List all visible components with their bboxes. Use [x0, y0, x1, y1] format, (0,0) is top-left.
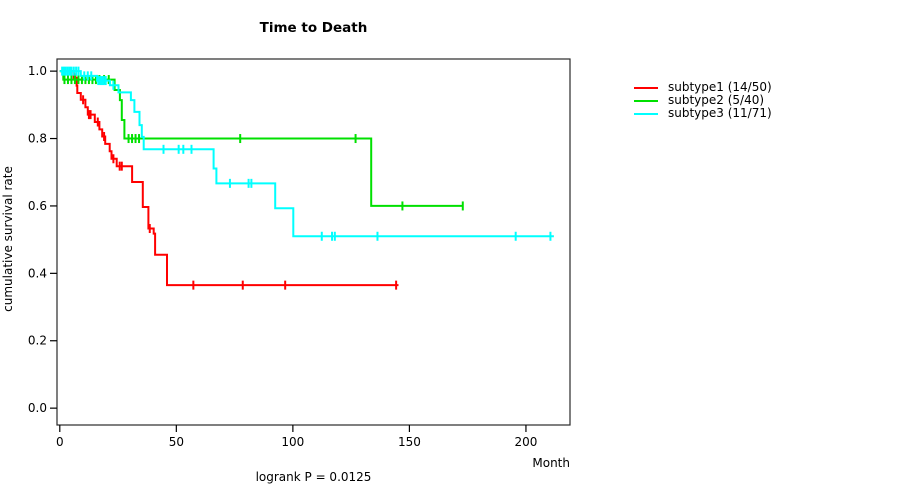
logrank-pvalue-annotation: logrank P = 0.0125: [255, 470, 372, 484]
legend-item-subtype1: subtype1 (14/50): [634, 81, 772, 94]
x-axis-tick-label: 200: [514, 435, 537, 449]
y-axis-tick-label: 0.8: [28, 132, 47, 146]
y-axis-tick-label: 0.2: [28, 334, 47, 348]
legend-label-subtype2: subtype2 (5/40): [668, 93, 765, 107]
x-axis-tick-label: 50: [169, 435, 184, 449]
legend-label-subtype3: subtype3 (11/71): [668, 106, 772, 120]
legend-line-swatch-subtype3: [634, 112, 658, 115]
survival-curve-subtype3: [59, 70, 554, 238]
chart-title: Time to Death: [259, 20, 368, 36]
x-axis-tick-label: 100: [281, 435, 304, 449]
y-axis-title: cumulative survival rate: [1, 166, 15, 312]
x-axis-tick-label: 0: [56, 435, 64, 449]
survival-curve-subtype2: [59, 70, 464, 207]
survival-curve-subtype1: [59, 70, 399, 287]
legend-line-swatch-subtype2: [634, 99, 658, 102]
legend-line-swatch-subtype1: [634, 86, 658, 89]
y-axis-tick-label: 1.0: [28, 64, 47, 78]
legend: subtype1 (14/50) subtype2 (5/40) subtype…: [634, 81, 772, 120]
y-axis-tick-label: 0.0: [28, 401, 47, 415]
x-axis-tick-label: 150: [398, 435, 421, 449]
y-axis-tick-label: 0.6: [28, 199, 47, 213]
y-axis-tick-label: 0.4: [28, 266, 47, 280]
x-axis-title: Month: [532, 456, 570, 470]
plot-box: [56, 58, 571, 426]
legend-item-subtype2: subtype2 (5/40): [634, 94, 772, 107]
legend-label-subtype1: subtype1 (14/50): [668, 80, 772, 94]
legend-item-subtype3: subtype3 (11/71): [634, 107, 772, 120]
